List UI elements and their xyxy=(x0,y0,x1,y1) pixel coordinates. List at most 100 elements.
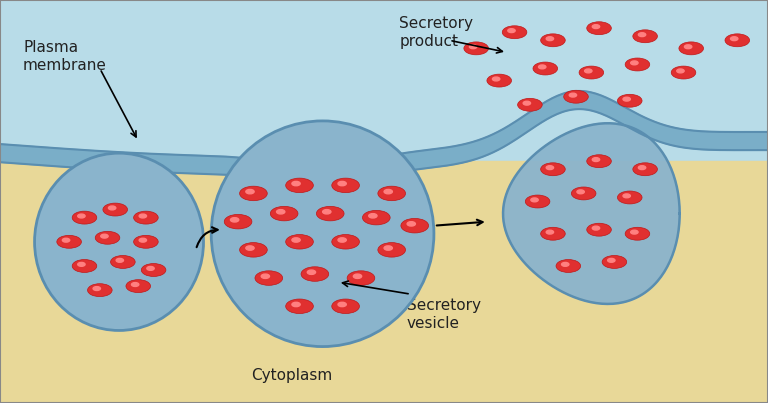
Circle shape xyxy=(286,235,313,249)
Circle shape xyxy=(401,218,429,233)
Circle shape xyxy=(531,198,538,202)
Circle shape xyxy=(286,178,313,193)
Circle shape xyxy=(88,284,112,297)
Circle shape xyxy=(323,210,331,214)
Circle shape xyxy=(579,66,604,79)
Text: Cytoplasm: Cytoplasm xyxy=(251,368,333,383)
Circle shape xyxy=(378,243,406,257)
Circle shape xyxy=(508,29,515,33)
Text: Secretory
product: Secretory product xyxy=(399,16,473,48)
Circle shape xyxy=(571,187,596,200)
Circle shape xyxy=(587,22,611,35)
Circle shape xyxy=(561,262,569,266)
Circle shape xyxy=(556,260,581,272)
Circle shape xyxy=(625,227,650,240)
Circle shape xyxy=(72,211,97,224)
Circle shape xyxy=(134,235,158,248)
Circle shape xyxy=(730,37,738,41)
Circle shape xyxy=(301,267,329,281)
Circle shape xyxy=(541,227,565,240)
Circle shape xyxy=(625,58,650,71)
Polygon shape xyxy=(503,123,680,304)
Circle shape xyxy=(518,98,542,111)
Circle shape xyxy=(307,270,316,274)
Circle shape xyxy=(101,234,108,238)
Circle shape xyxy=(347,271,375,285)
Circle shape xyxy=(62,238,70,242)
Circle shape xyxy=(487,74,511,87)
Circle shape xyxy=(116,258,124,262)
Circle shape xyxy=(638,166,646,170)
Circle shape xyxy=(541,34,565,47)
Circle shape xyxy=(332,235,359,249)
Circle shape xyxy=(617,191,642,204)
Circle shape xyxy=(623,97,631,101)
Circle shape xyxy=(592,158,600,162)
Circle shape xyxy=(523,101,531,105)
Circle shape xyxy=(276,210,285,214)
Circle shape xyxy=(230,218,239,222)
Circle shape xyxy=(679,42,703,55)
Circle shape xyxy=(72,260,97,272)
Circle shape xyxy=(240,243,267,257)
Circle shape xyxy=(139,214,147,218)
Circle shape xyxy=(631,61,638,65)
Circle shape xyxy=(93,287,101,291)
Circle shape xyxy=(378,186,406,201)
Circle shape xyxy=(407,222,415,226)
Circle shape xyxy=(564,90,588,103)
Circle shape xyxy=(261,274,270,278)
Circle shape xyxy=(78,262,85,266)
Circle shape xyxy=(78,214,85,218)
Circle shape xyxy=(384,189,392,194)
Circle shape xyxy=(362,210,390,225)
Circle shape xyxy=(134,211,158,224)
Circle shape xyxy=(677,69,684,73)
Circle shape xyxy=(525,195,550,208)
Circle shape xyxy=(103,203,127,216)
Circle shape xyxy=(602,256,627,268)
Circle shape xyxy=(57,235,81,248)
Circle shape xyxy=(292,238,300,242)
Circle shape xyxy=(469,45,477,49)
Circle shape xyxy=(255,271,283,285)
Circle shape xyxy=(725,34,750,47)
Circle shape xyxy=(533,62,558,75)
Text: Plasma
membrane: Plasma membrane xyxy=(23,40,107,73)
Circle shape xyxy=(569,93,577,97)
Circle shape xyxy=(108,206,116,210)
Circle shape xyxy=(577,190,584,194)
Circle shape xyxy=(147,266,154,270)
Bar xyxy=(0,0,768,181)
Circle shape xyxy=(541,163,565,176)
Circle shape xyxy=(95,231,120,244)
Circle shape xyxy=(538,65,546,69)
Circle shape xyxy=(111,256,135,268)
Ellipse shape xyxy=(211,121,434,347)
Circle shape xyxy=(546,230,554,234)
Circle shape xyxy=(131,283,139,287)
Circle shape xyxy=(617,94,642,107)
Circle shape xyxy=(353,274,362,278)
Circle shape xyxy=(587,223,611,236)
Circle shape xyxy=(638,33,646,37)
Circle shape xyxy=(546,37,554,41)
Circle shape xyxy=(369,214,377,218)
Circle shape xyxy=(623,194,631,198)
Circle shape xyxy=(292,302,300,307)
Circle shape xyxy=(316,206,344,221)
Circle shape xyxy=(592,226,600,230)
Circle shape xyxy=(246,189,254,194)
Text: Secretory
vesicle: Secretory vesicle xyxy=(407,298,481,330)
Circle shape xyxy=(464,42,488,55)
Circle shape xyxy=(633,30,657,43)
Circle shape xyxy=(141,264,166,276)
Circle shape xyxy=(492,77,500,81)
Circle shape xyxy=(139,238,147,242)
Circle shape xyxy=(338,238,346,242)
Circle shape xyxy=(240,186,267,201)
Circle shape xyxy=(286,299,313,314)
Circle shape xyxy=(338,181,346,186)
Circle shape xyxy=(607,258,615,262)
Circle shape xyxy=(584,69,592,73)
